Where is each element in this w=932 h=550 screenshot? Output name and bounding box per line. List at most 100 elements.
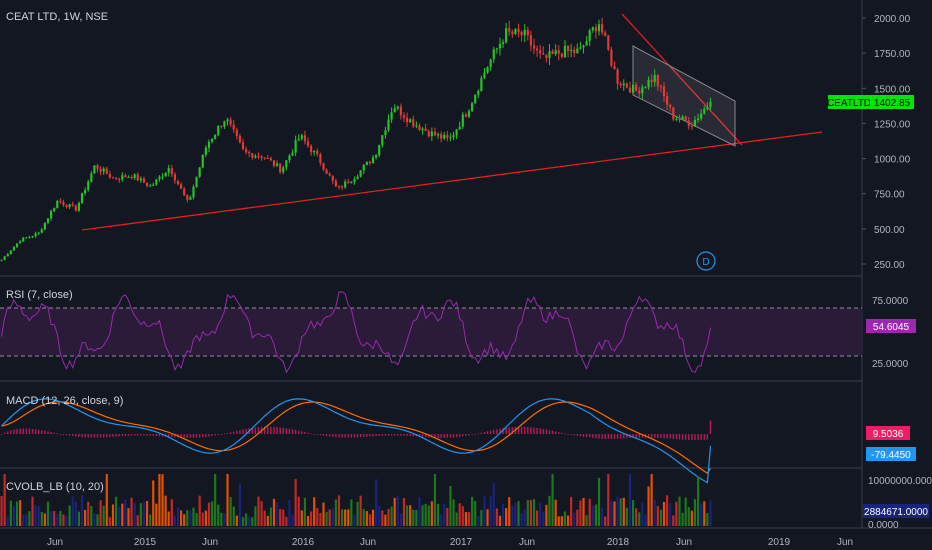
candle-body[interactable] bbox=[619, 83, 622, 86]
candle-body[interactable] bbox=[505, 28, 508, 43]
candle-body[interactable] bbox=[536, 48, 539, 51]
candle-body[interactable] bbox=[362, 165, 365, 171]
candle-body[interactable] bbox=[662, 86, 666, 97]
candle-body[interactable] bbox=[480, 77, 483, 91]
candle-body[interactable] bbox=[381, 135, 384, 146]
candle-body[interactable] bbox=[446, 134, 449, 138]
candle-body[interactable] bbox=[303, 135, 307, 142]
dividend-marker[interactable]: D bbox=[696, 251, 716, 271]
candle-body[interactable] bbox=[248, 152, 251, 154]
candle-body[interactable] bbox=[690, 125, 693, 127]
candle-body[interactable] bbox=[0, 259, 3, 261]
candle-body[interactable] bbox=[71, 204, 74, 206]
candle-body[interactable] bbox=[77, 202, 81, 211]
candle-body[interactable] bbox=[638, 90, 641, 94]
candle-body[interactable] bbox=[291, 152, 294, 156]
candle-body[interactable] bbox=[700, 113, 703, 119]
candle-body[interactable] bbox=[582, 45, 585, 48]
candle-body[interactable] bbox=[214, 134, 217, 139]
candle-body[interactable] bbox=[173, 174, 176, 181]
candle-body[interactable] bbox=[706, 107, 709, 109]
candle-body[interactable] bbox=[93, 165, 96, 174]
support-trendline[interactable] bbox=[81, 131, 823, 231]
candle-body[interactable] bbox=[19, 241, 22, 244]
candle-body[interactable] bbox=[529, 35, 532, 46]
candle-body[interactable] bbox=[687, 120, 690, 126]
candle-body[interactable] bbox=[22, 237, 25, 242]
candle-body[interactable] bbox=[356, 176, 359, 180]
candle-body[interactable] bbox=[65, 204, 68, 207]
candle-body[interactable] bbox=[631, 84, 635, 93]
candle-body[interactable] bbox=[331, 175, 334, 181]
candle-body[interactable] bbox=[526, 29, 529, 36]
candle-body[interactable] bbox=[254, 155, 257, 158]
candle-body[interactable] bbox=[452, 135, 455, 138]
candle-body[interactable] bbox=[520, 32, 523, 36]
candle-body[interactable] bbox=[235, 129, 238, 136]
candle-body[interactable] bbox=[594, 27, 597, 32]
candle-body[interactable] bbox=[421, 128, 424, 130]
candle-body[interactable] bbox=[142, 178, 146, 183]
candle-body[interactable] bbox=[130, 176, 133, 179]
candle-body[interactable] bbox=[25, 237, 28, 239]
candle-body[interactable] bbox=[449, 137, 452, 139]
candle-body[interactable] bbox=[477, 90, 480, 96]
candle-body[interactable] bbox=[703, 108, 706, 114]
candle-body[interactable] bbox=[464, 114, 467, 117]
candle-body[interactable] bbox=[666, 96, 669, 105]
candle-body[interactable] bbox=[613, 65, 616, 70]
candle-body[interactable] bbox=[180, 184, 183, 189]
candle-body[interactable] bbox=[378, 145, 381, 156]
candle-body[interactable] bbox=[313, 151, 316, 153]
candle-body[interactable] bbox=[139, 178, 142, 181]
macd-signal-line[interactable] bbox=[1, 401, 712, 475]
candle-body[interactable] bbox=[37, 232, 40, 234]
candle-body[interactable] bbox=[115, 177, 118, 179]
candle-body[interactable] bbox=[557, 50, 560, 54]
candle-body[interactable] bbox=[635, 84, 638, 91]
candle-body[interactable] bbox=[152, 184, 155, 186]
candle-body[interactable] bbox=[40, 229, 43, 233]
candle-body[interactable] bbox=[508, 28, 511, 32]
candle-body[interactable] bbox=[310, 145, 313, 153]
candle-body[interactable] bbox=[409, 119, 412, 123]
candle-body[interactable] bbox=[495, 48, 498, 50]
candle-body[interactable] bbox=[217, 125, 220, 135]
candle-body[interactable] bbox=[585, 41, 588, 46]
candle-body[interactable] bbox=[653, 74, 656, 83]
candle-body[interactable] bbox=[99, 168, 102, 172]
candle-body[interactable] bbox=[195, 176, 198, 187]
candle-body[interactable] bbox=[238, 135, 241, 143]
candle-body[interactable] bbox=[399, 106, 402, 116]
candle-body[interactable] bbox=[576, 48, 579, 54]
candle-body[interactable] bbox=[96, 165, 99, 169]
candle-body[interactable] bbox=[288, 155, 291, 161]
candle-body[interactable] bbox=[266, 157, 269, 159]
resistance-trendline[interactable] bbox=[621, 13, 743, 146]
candle-body[interactable] bbox=[111, 177, 115, 179]
candle-body[interactable] bbox=[573, 49, 576, 54]
candle-body[interactable] bbox=[9, 250, 12, 255]
candle-body[interactable] bbox=[371, 157, 375, 164]
candle-body[interactable] bbox=[340, 186, 344, 188]
candle-body[interactable] bbox=[393, 108, 396, 113]
candle-body[interactable] bbox=[337, 186, 341, 188]
candle-body[interactable] bbox=[511, 31, 514, 35]
candle-body[interactable] bbox=[483, 72, 486, 78]
candle-body[interactable] bbox=[418, 125, 421, 130]
candle-body[interactable] bbox=[675, 119, 678, 121]
candle-body[interactable] bbox=[440, 134, 443, 139]
candle-body[interactable] bbox=[375, 155, 378, 158]
candle-body[interactable] bbox=[43, 222, 46, 230]
candle-body[interactable] bbox=[455, 129, 458, 136]
candle-body[interactable] bbox=[461, 114, 464, 127]
candle-body[interactable] bbox=[322, 163, 325, 170]
candle-body[interactable] bbox=[257, 155, 260, 157]
candle-body[interactable] bbox=[87, 181, 90, 190]
candle-body[interactable] bbox=[514, 28, 517, 35]
candle-body[interactable] bbox=[319, 154, 322, 164]
candle-body[interactable] bbox=[498, 44, 502, 49]
candle-body[interactable] bbox=[625, 83, 628, 88]
candle-body[interactable] bbox=[344, 181, 347, 188]
candle-body[interactable] bbox=[325, 169, 328, 174]
